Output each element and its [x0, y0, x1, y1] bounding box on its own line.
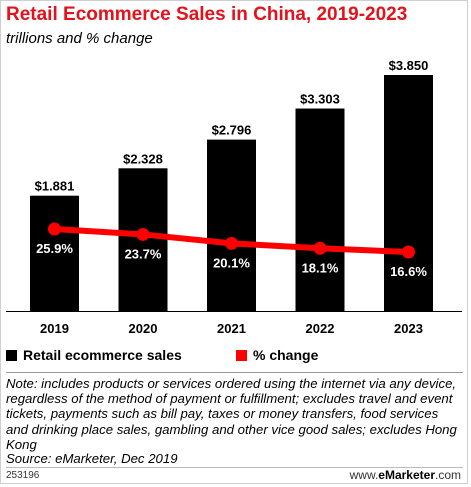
- legend-swatch-sales: [6, 349, 17, 361]
- legend-label-change: % change: [253, 347, 319, 363]
- change-point-2020: [136, 227, 150, 241]
- x-tick-2023: 2023: [394, 321, 423, 336]
- change-point-2019: [48, 222, 61, 236]
- bar-2019: [30, 195, 79, 311]
- bar-label-2022: $3.303: [300, 92, 340, 107]
- legend-item-change: % change: [236, 347, 318, 363]
- brand-suffix: .com: [434, 468, 461, 482]
- bar-label-2023: $3.850: [389, 58, 429, 73]
- chart-title: Retail Ecommerce Sales in China, 2019-20…: [6, 4, 408, 25]
- brand-name: eMarketer: [378, 468, 435, 482]
- bar-2021: [207, 139, 256, 311]
- chart-plot: $1.881 2019 $2.328 2020 $2.796 2021 $3.303 2022…: [6, 58, 462, 336]
- chart-id: 253196: [6, 470, 40, 481]
- change-point-2022: [313, 241, 327, 255]
- bar-label-2020: $2.328: [123, 151, 163, 166]
- brand-prefix: www.: [349, 468, 379, 482]
- chart-note: Note: includes products or services orde…: [6, 376, 457, 452]
- change-label-2019: 25.9%: [36, 241, 73, 256]
- x-tick-2022: 2022: [306, 321, 335, 336]
- bar-2023: [384, 75, 433, 311]
- legend-item-sales: Retail ecommerce sales: [6, 347, 182, 363]
- chart-source: Source: eMarketer, Dec 2019: [6, 451, 178, 466]
- legend-label-sales: Retail ecommerce sales: [23, 347, 182, 363]
- brand-logo: www.eMarketer.com: [350, 468, 461, 482]
- change-label-2021: 20.1%: [213, 255, 250, 270]
- change-label-2020: 23.7%: [125, 246, 162, 261]
- bar-label-2019: $1.881: [35, 179, 75, 194]
- change-label-2023: 16.6%: [390, 264, 427, 279]
- x-tick-2019: 2019: [40, 321, 69, 336]
- bar-label-2021: $2.796: [212, 123, 252, 138]
- bar-2022: [295, 108, 345, 311]
- footer-divider: [6, 467, 463, 468]
- change-point-2023: [402, 245, 415, 259]
- legend-swatch-change: [236, 349, 247, 361]
- change-label-2022: 18.1%: [302, 260, 339, 275]
- divider: [6, 372, 463, 373]
- x-tick-2021: 2021: [217, 321, 246, 336]
- chart-subtitle: trillions and % change: [6, 30, 153, 47]
- x-tick-2020: 2020: [129, 321, 158, 336]
- change-point-2021: [225, 236, 238, 250]
